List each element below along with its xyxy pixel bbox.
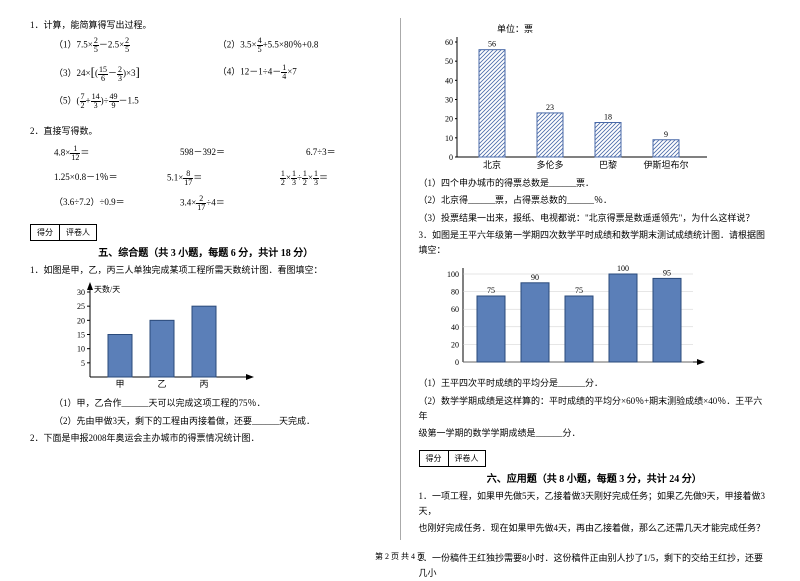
expr-5: （5）(72+143)÷499－1.5 bbox=[30, 93, 382, 110]
svg-text:40: 40 bbox=[445, 76, 453, 85]
sec5-q2: 2．下面是申报2008年奥运会主办城市的得票情况统计图． bbox=[30, 431, 382, 446]
svg-text:10: 10 bbox=[445, 134, 453, 143]
chart-2: 单位：票 60 50 40 30 20 10 0 56 北京 23 多伦多 18 巴黎 9 伊斯坦布尔 bbox=[429, 22, 771, 172]
q2-r1c: 6.7÷3＝ bbox=[306, 145, 382, 162]
sec5-q1: 1．如图是甲，乙，丙三人单独完成某项工程所需天数统计图．看图填空： bbox=[30, 263, 382, 278]
sec5-q1-sub2: （2）先由甲做3天，剩下的工程由丙接着做，还要______天完成． bbox=[30, 414, 382, 429]
expr-1: （1）7.5×25－2.5×25 bbox=[54, 37, 218, 54]
svg-text:30: 30 bbox=[445, 96, 453, 105]
svg-text:9: 9 bbox=[664, 130, 668, 139]
svg-text:甲: 甲 bbox=[115, 379, 124, 389]
svg-text:18: 18 bbox=[604, 113, 612, 122]
svg-text:多伦多: 多伦多 bbox=[536, 159, 563, 170]
sec5-q1-sub1: （1）甲，乙合作______天可以完成这项工程的75％． bbox=[30, 396, 382, 411]
svg-text:20: 20 bbox=[77, 317, 85, 326]
q3-sub2a: （2）数学学期成绩是这样算的：平时成绩的平均分×60％+期末测验成绩×40％．王… bbox=[419, 394, 771, 425]
score-label-2: 得分 bbox=[419, 450, 449, 467]
score-label: 得分 bbox=[30, 224, 60, 241]
section-5-title: 五、综合题（共 3 小题，每题 6 分，共计 18 分） bbox=[30, 244, 382, 259]
q2-r1b: 598－392＝ bbox=[180, 145, 306, 162]
sec6-q1a: 1．一项工程，如果甲先做5天，乙接着做3天刚好完成任务；如果乙先做9天，甲接着做… bbox=[419, 489, 771, 520]
svg-text:0: 0 bbox=[455, 358, 459, 367]
svg-text:100: 100 bbox=[617, 264, 629, 273]
page-footer: 第 2 页 共 4 页 bbox=[0, 551, 800, 562]
sec6-q1b: 也刚好完成任务．现在如果甲先做4天，再由乙接着做，那么乙还需几天才能完成任务？ bbox=[419, 521, 771, 536]
r-sub2: （2）北京得______票，占得票总数的______％． bbox=[419, 193, 771, 208]
q2-r3b: 3.4×217÷4＝ bbox=[180, 195, 306, 212]
r-sub3: （3）投票结果一出来，报纸、电视都说："北京得票是数遥遥领先"，为什么这样说？ bbox=[419, 211, 771, 226]
svg-text:25: 25 bbox=[77, 302, 85, 311]
svg-text:乙: 乙 bbox=[157, 379, 166, 389]
chart-3: 100 80 60 40 20 0 75 90 75 100 95 bbox=[437, 262, 771, 372]
svg-text:56: 56 bbox=[488, 40, 496, 49]
svg-text:60: 60 bbox=[451, 306, 459, 315]
svg-text:100: 100 bbox=[447, 270, 459, 279]
svg-text:5: 5 bbox=[81, 359, 85, 368]
svg-text:95: 95 bbox=[663, 269, 671, 278]
q3-sub2b: 级第一学期的数学学期成绩是______分． bbox=[419, 426, 771, 441]
svg-text:30: 30 bbox=[77, 288, 85, 297]
q2-r1a: 4.8×112＝ bbox=[54, 145, 180, 162]
grader-label: 评卷人 bbox=[60, 224, 97, 241]
q2-r3a: （3.6÷7.2）÷0.9＝ bbox=[54, 195, 180, 212]
r-sub1: （1）四个申办城市的得票总数是______票． bbox=[419, 176, 771, 191]
grader-label-2: 评卷人 bbox=[449, 450, 486, 467]
q2-r2b: 5.1×817＝ bbox=[167, 170, 280, 187]
svg-text:伊斯坦布尔: 伊斯坦布尔 bbox=[643, 159, 688, 170]
svg-text:天数/天: 天数/天 bbox=[94, 284, 120, 294]
svg-text:单位：票: 单位：票 bbox=[497, 23, 533, 34]
chart-1: 天数/天 30 25 20 15 10 5 甲 乙 丙 bbox=[60, 282, 382, 392]
q2-r2a: 1.25×0.8－1％＝ bbox=[54, 170, 167, 187]
section-6-title: 六、应用题（共 8 小题，每题 3 分，共计 24 分） bbox=[419, 470, 771, 485]
expr-3: （3）24×[(156－23)×3] bbox=[54, 64, 218, 82]
svg-text:10: 10 bbox=[77, 345, 85, 354]
svg-text:0: 0 bbox=[449, 153, 453, 162]
svg-text:90: 90 bbox=[531, 273, 539, 282]
svg-text:75: 75 bbox=[487, 286, 495, 295]
svg-text:80: 80 bbox=[451, 288, 459, 297]
sec5-q3: 3．如图是王平六年级第一学期四次数学平时成绩和数学期末测试成绩统计图．请根据图填… bbox=[419, 228, 771, 259]
svg-text:15: 15 bbox=[77, 331, 85, 340]
q2-r2c: 12×13÷12×13＝ bbox=[280, 170, 382, 187]
svg-text:23: 23 bbox=[546, 103, 554, 112]
svg-text:50: 50 bbox=[445, 57, 453, 66]
q1-title: 1．计算，能简算得写出过程。 bbox=[30, 18, 382, 33]
svg-text:丙: 丙 bbox=[199, 379, 208, 389]
q2-title: 2．直接写得数。 bbox=[30, 124, 382, 139]
svg-text:60: 60 bbox=[445, 38, 453, 47]
svg-text:40: 40 bbox=[451, 323, 459, 332]
svg-text:巴黎: 巴黎 bbox=[598, 159, 616, 170]
expr-2: （2）3.5×45+5.5×80％+0.8 bbox=[218, 37, 382, 54]
svg-text:75: 75 bbox=[575, 286, 583, 295]
svg-text:20: 20 bbox=[445, 115, 453, 124]
svg-text:北京: 北京 bbox=[482, 159, 500, 170]
expr-4: （4）12－1÷4－14×7 bbox=[218, 64, 382, 82]
q3-sub1: （1）王平四次平时成绩的平均分是______分． bbox=[419, 376, 771, 391]
svg-text:20: 20 bbox=[451, 341, 459, 350]
